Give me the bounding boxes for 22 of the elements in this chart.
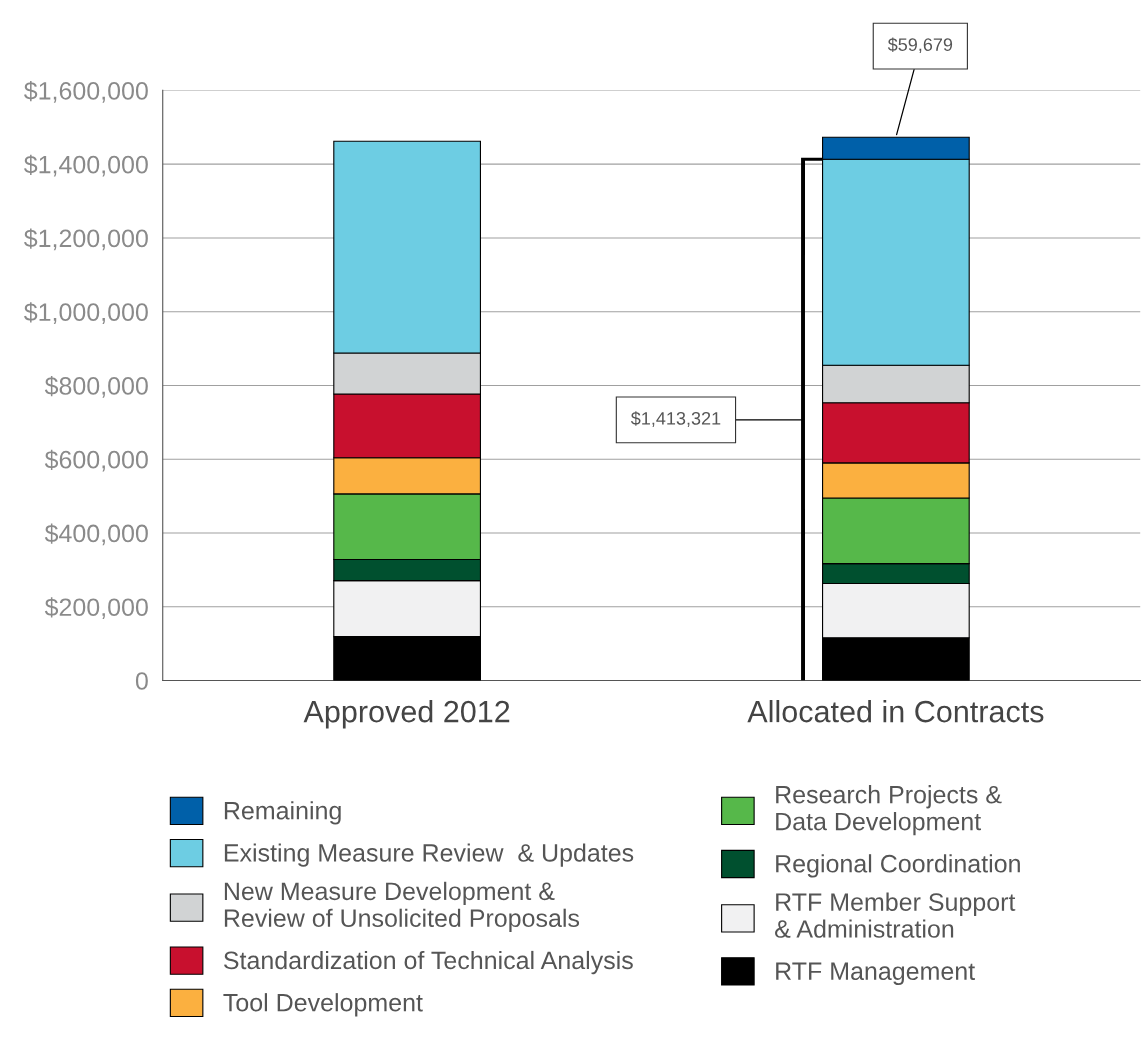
x-tick-label: Approved 2012 bbox=[303, 699, 510, 729]
legend-label: New Measure Development & Review of Unsolicited Proposals bbox=[224, 881, 580, 932]
legend-label: Existing Measure Review & Updates bbox=[224, 843, 634, 867]
legend-label: RTF Member Support & Administration bbox=[775, 892, 1016, 938]
legend-label: Tool Development bbox=[223, 993, 423, 1017]
y-tick-label: $600,000 bbox=[44, 449, 148, 472]
y-tick-label: $400,000 bbox=[44, 523, 148, 546]
y-tick-label: $1,400,000 bbox=[24, 154, 148, 177]
y-tick-label: $800,000 bbox=[44, 376, 148, 398]
legend-label: RTF Management bbox=[776, 962, 975, 985]
x-tick-label: Allocated in Contracts bbox=[747, 699, 1044, 723]
y-tick-label: $1,600,000 bbox=[24, 80, 148, 103]
legend-label: Standardization of Technical Analysis bbox=[223, 950, 633, 975]
annotation: $59,679 bbox=[887, 37, 953, 54]
y-tick-label: $1,200,000 bbox=[24, 228, 148, 251]
y-tick-label: $200,000 bbox=[44, 597, 148, 620]
y-tick-label: 0 bbox=[135, 672, 148, 690]
y-tick-label: $1,000,000 bbox=[24, 302, 148, 324]
legend-label: Regional Coordination bbox=[776, 854, 1020, 878]
legend-label: Remaining bbox=[224, 801, 341, 825]
annotation: $1,413,321 bbox=[630, 411, 721, 427]
legend-label: Research Projects & Data Development bbox=[776, 785, 1002, 836]
